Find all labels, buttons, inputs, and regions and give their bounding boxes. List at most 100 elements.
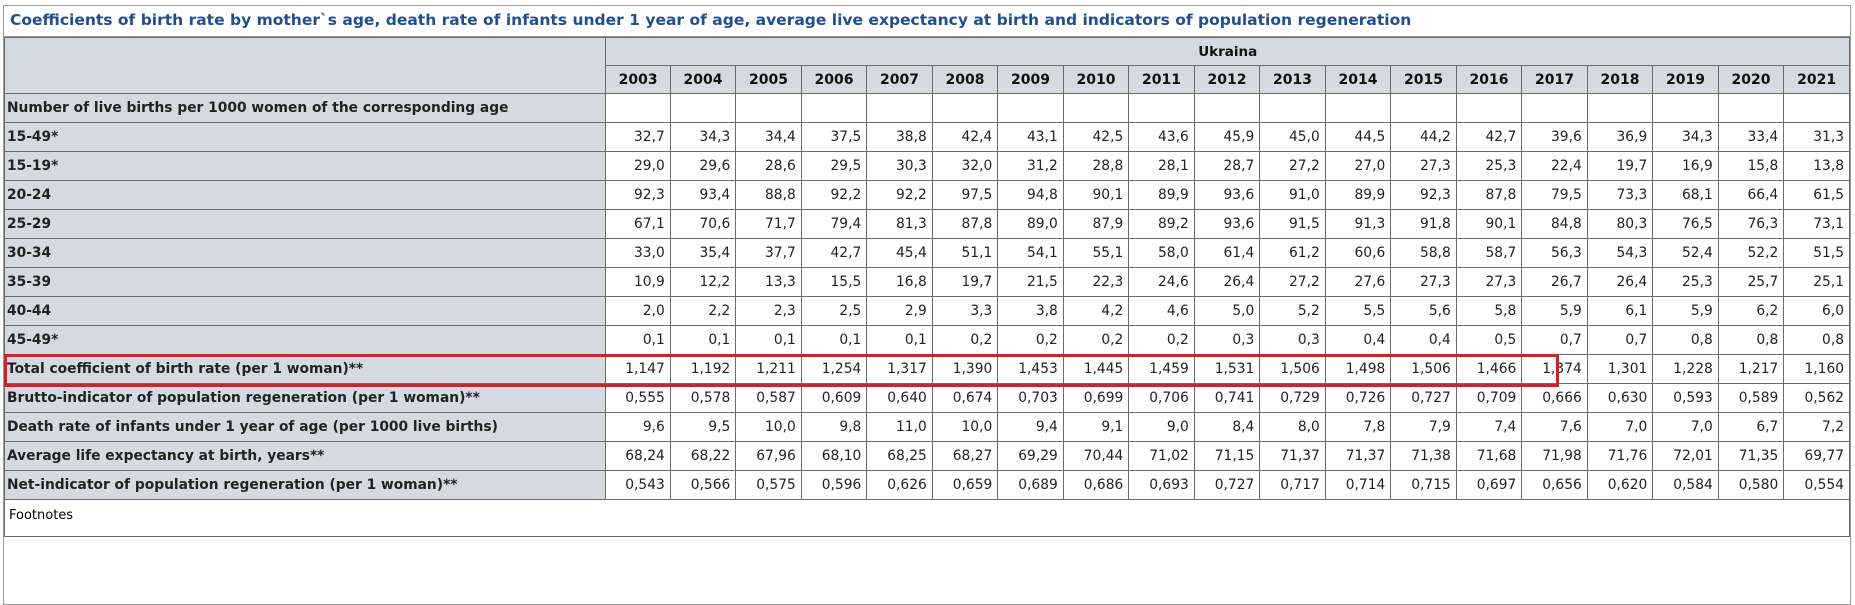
table-cell xyxy=(1455,93,1523,123)
year-header: 2021 xyxy=(1783,65,1850,94)
table-cell: 0,715 xyxy=(1390,470,1457,500)
table-cell: 0,697 xyxy=(1455,470,1523,500)
table-cell: 22,3 xyxy=(1062,267,1130,297)
table-cell: 0,726 xyxy=(1324,383,1392,413)
table-cell: 61,5 xyxy=(1783,180,1850,210)
table-cell: 21,5 xyxy=(997,267,1064,297)
table-cell: 69,29 xyxy=(997,441,1064,471)
table-cell: 0,7 xyxy=(1521,325,1588,355)
table-cell: 76,5 xyxy=(1652,209,1719,239)
table-cell: 7,2 xyxy=(1783,412,1850,442)
table-cell: 5,0 xyxy=(1193,296,1261,326)
table-cell: 34,3 xyxy=(669,122,737,152)
table-cell: 79,5 xyxy=(1521,180,1588,210)
table-cell: 1,147 xyxy=(605,354,671,384)
table-cell xyxy=(605,93,671,123)
table-cell: 19,7 xyxy=(1586,151,1654,181)
table-cell: 0,729 xyxy=(1259,383,1326,413)
table-cell xyxy=(1062,93,1130,123)
year-header: 2008 xyxy=(931,65,999,94)
table-cell: 89,2 xyxy=(1128,209,1195,239)
table-cell: 6,7 xyxy=(1717,412,1785,442)
table-cell: 52,4 xyxy=(1652,238,1719,268)
table-cell: 58,8 xyxy=(1390,238,1457,268)
year-header: 2012 xyxy=(1193,65,1261,94)
table-cell: 60,6 xyxy=(1324,238,1392,268)
table-container: Coefficients of birth rate by mother`s a… xyxy=(3,5,1851,605)
table-cell: 0,686 xyxy=(1062,470,1130,500)
table-cell: 7,8 xyxy=(1324,412,1392,442)
table-cell: 71,37 xyxy=(1259,441,1326,471)
table-cell: 0,640 xyxy=(866,383,933,413)
table-cell: 1,301 xyxy=(1586,354,1654,384)
table-cell: 94,8 xyxy=(997,180,1064,210)
table-cell: 0,1 xyxy=(800,325,868,355)
table-cell: 0,727 xyxy=(1390,383,1457,413)
table-row: 25-29 67,1 70,6 71,7 79,4 81,3 87,8 89,0 87,9 89,… xyxy=(3,209,1850,239)
table-cell: 27,2 xyxy=(1259,151,1326,181)
table-cell xyxy=(1259,93,1326,123)
table-cell: 1,192 xyxy=(669,354,737,384)
table-cell: 2,2 xyxy=(669,296,737,326)
year-header: 2006 xyxy=(800,65,868,94)
table-cell: 28,6 xyxy=(735,151,802,181)
table-cell: 1,374 xyxy=(1521,354,1588,384)
table-cell: 33,0 xyxy=(605,238,671,268)
table-cell: 88,8 xyxy=(735,180,802,210)
table-row: 20-24 92,3 93,4 88,8 92,2 92,2 97,5 94,8 90,1 89,… xyxy=(3,180,1850,210)
table-row: 30-34 33,0 35,4 37,7 42,7 45,4 51,1 54,1 55,1 58,… xyxy=(3,238,1850,268)
table-cell: 2,3 xyxy=(735,296,802,326)
table-cell: 8,0 xyxy=(1259,412,1326,442)
table-cell: 81,3 xyxy=(866,209,933,239)
table-cell: 38,8 xyxy=(866,122,933,152)
table-cell: 0,2 xyxy=(997,325,1064,355)
year-header: 2003 xyxy=(605,65,671,94)
row-label: 35-39 xyxy=(3,267,607,297)
table-cell: 67,96 xyxy=(735,441,802,471)
table-cell: 0,1 xyxy=(866,325,933,355)
table-cell: 0,596 xyxy=(800,470,868,500)
table-cell: 0,4 xyxy=(1390,325,1457,355)
table-cell: 42,7 xyxy=(800,238,868,268)
table-cell: 4,2 xyxy=(1062,296,1130,326)
table-cell: 71,35 xyxy=(1717,441,1785,471)
year-header: 2015 xyxy=(1390,65,1457,94)
table-row: 15-19* 29,0 29,6 28,6 29,5 30,3 32,0 31,2 28,8 28… xyxy=(3,151,1850,181)
table-cell: 61,2 xyxy=(1259,238,1326,268)
table-cell: 24,6 xyxy=(1128,267,1195,297)
table-cell: 1,466 xyxy=(1455,354,1523,384)
table-cell: 35,4 xyxy=(669,238,737,268)
table-cell: 31,3 xyxy=(1783,122,1850,152)
table-cell xyxy=(997,93,1064,123)
table-cell: 6,2 xyxy=(1717,296,1785,326)
table-cell: 31,2 xyxy=(997,151,1064,181)
table-cell: 68,10 xyxy=(800,441,868,471)
table-cell xyxy=(1717,93,1785,123)
table-cell: 43,1 xyxy=(997,122,1064,152)
table-row: 35-39 10,9 12,2 13,3 15,5 16,8 19,7 21,5 22,3 24,… xyxy=(3,267,1850,297)
table-cell: 68,22 xyxy=(669,441,737,471)
table-cell: 42,5 xyxy=(1062,122,1130,152)
table-cell: 9,5 xyxy=(669,412,737,442)
table-cell xyxy=(669,93,737,123)
table-cell: 87,8 xyxy=(931,209,999,239)
table-cell: 0,554 xyxy=(1783,470,1850,500)
table-cell xyxy=(1324,93,1392,123)
table-cell: 66,4 xyxy=(1717,180,1785,210)
year-header: 2013 xyxy=(1259,65,1326,94)
table-cell: 30,3 xyxy=(866,151,933,181)
table-cell: 26,4 xyxy=(1193,267,1261,297)
table-cell: 90,1 xyxy=(1455,209,1523,239)
table-cell: 0,717 xyxy=(1259,470,1326,500)
table-cell: 0,709 xyxy=(1455,383,1523,413)
table-cell: 0,703 xyxy=(997,383,1064,413)
row-label: 15-19* xyxy=(3,151,607,181)
table-cell: 5,8 xyxy=(1455,296,1523,326)
table-cell: 34,4 xyxy=(735,122,802,152)
table-cell: 93,6 xyxy=(1193,180,1261,210)
table-cell: 0,8 xyxy=(1717,325,1785,355)
table-row: 15-49* 32,7 34,3 34,4 37,5 38,8 42,4 43,1 42,5 43… xyxy=(3,122,1850,152)
table-cell: 15,5 xyxy=(800,267,868,297)
table-cell: 0,674 xyxy=(931,383,999,413)
table-cell: 9,0 xyxy=(1128,412,1195,442)
